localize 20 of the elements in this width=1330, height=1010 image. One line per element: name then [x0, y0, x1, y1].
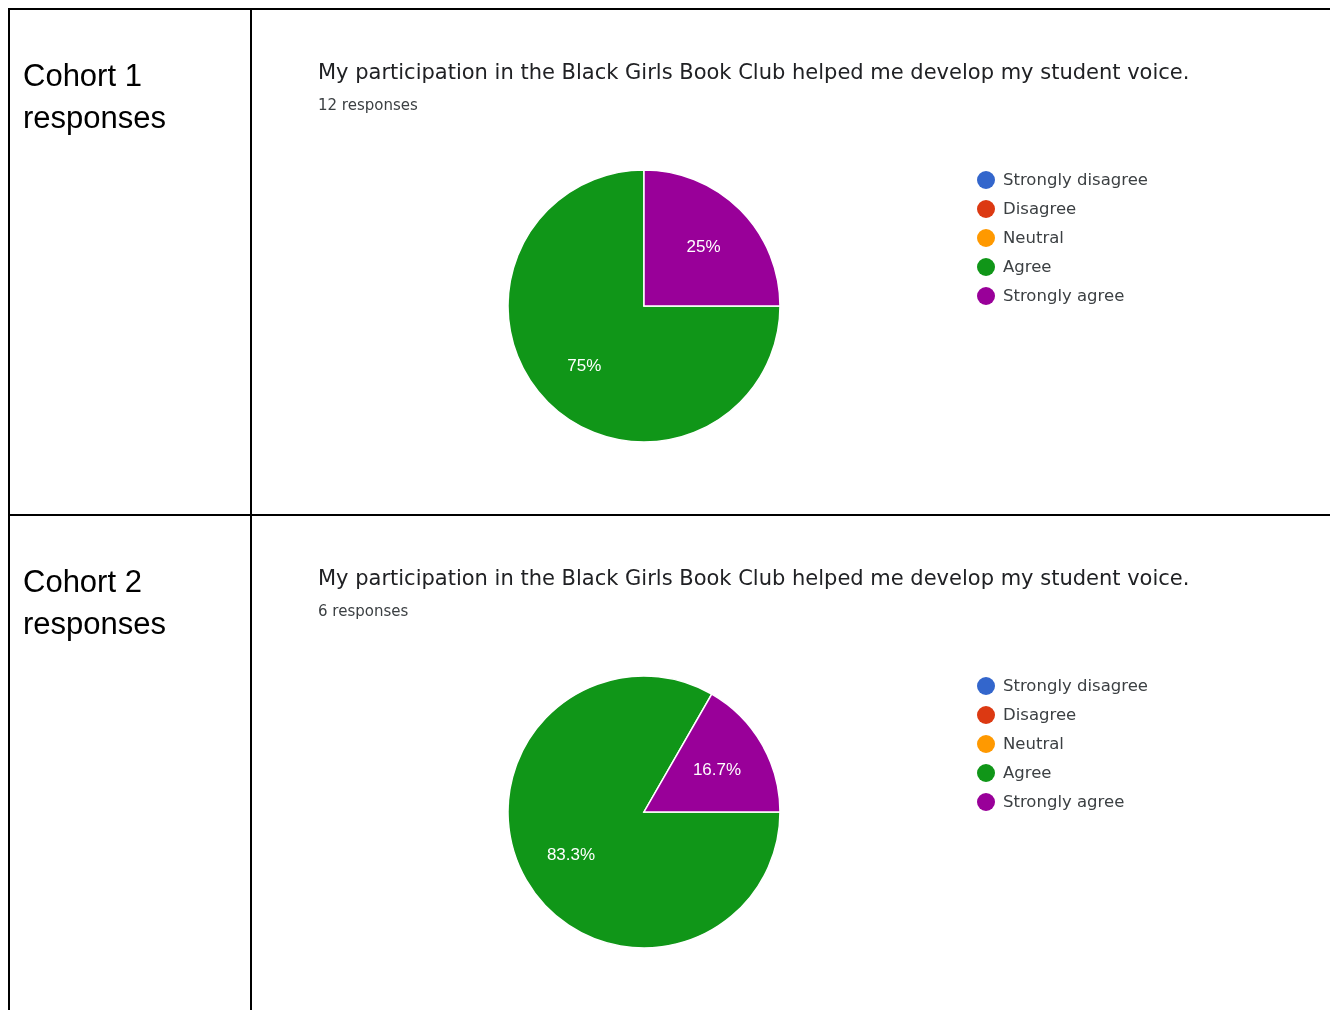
- legend-label: Strongly disagree: [1003, 676, 1148, 695]
- chart-title: My participation in the Black Girls Book Club helped me develop my student voice.: [318, 566, 1190, 590]
- data-label: 83.3%: [546, 844, 596, 864]
- legend-label: Disagree: [1003, 199, 1077, 218]
- legend-label: Agree: [1003, 257, 1052, 276]
- legend-label: Neutral: [1003, 228, 1064, 247]
- text: Cohort 2 responses: [23, 563, 168, 643]
- text: 6 responses: [318, 602, 409, 620]
- legend-label: Neutral: [1003, 734, 1064, 753]
- data-label: 75%: [567, 356, 602, 376]
- legend-label: Strongly disagree: [1003, 170, 1148, 189]
- text: 12 responses: [318, 96, 418, 114]
- legend-label: Strongly agree: [1003, 792, 1125, 811]
- text: Cohort 1 responses: [23, 57, 168, 137]
- legend-label: Strongly agree: [1003, 286, 1125, 305]
- legend-label: Agree: [1003, 763, 1052, 782]
- data-label: 25%: [686, 236, 721, 256]
- chart-title: My participation in the Black Girls Book Club helped me develop my student voice.: [318, 60, 1190, 84]
- legend-label: Disagree: [1003, 705, 1077, 724]
- data-label: 16.7%: [692, 760, 742, 780]
